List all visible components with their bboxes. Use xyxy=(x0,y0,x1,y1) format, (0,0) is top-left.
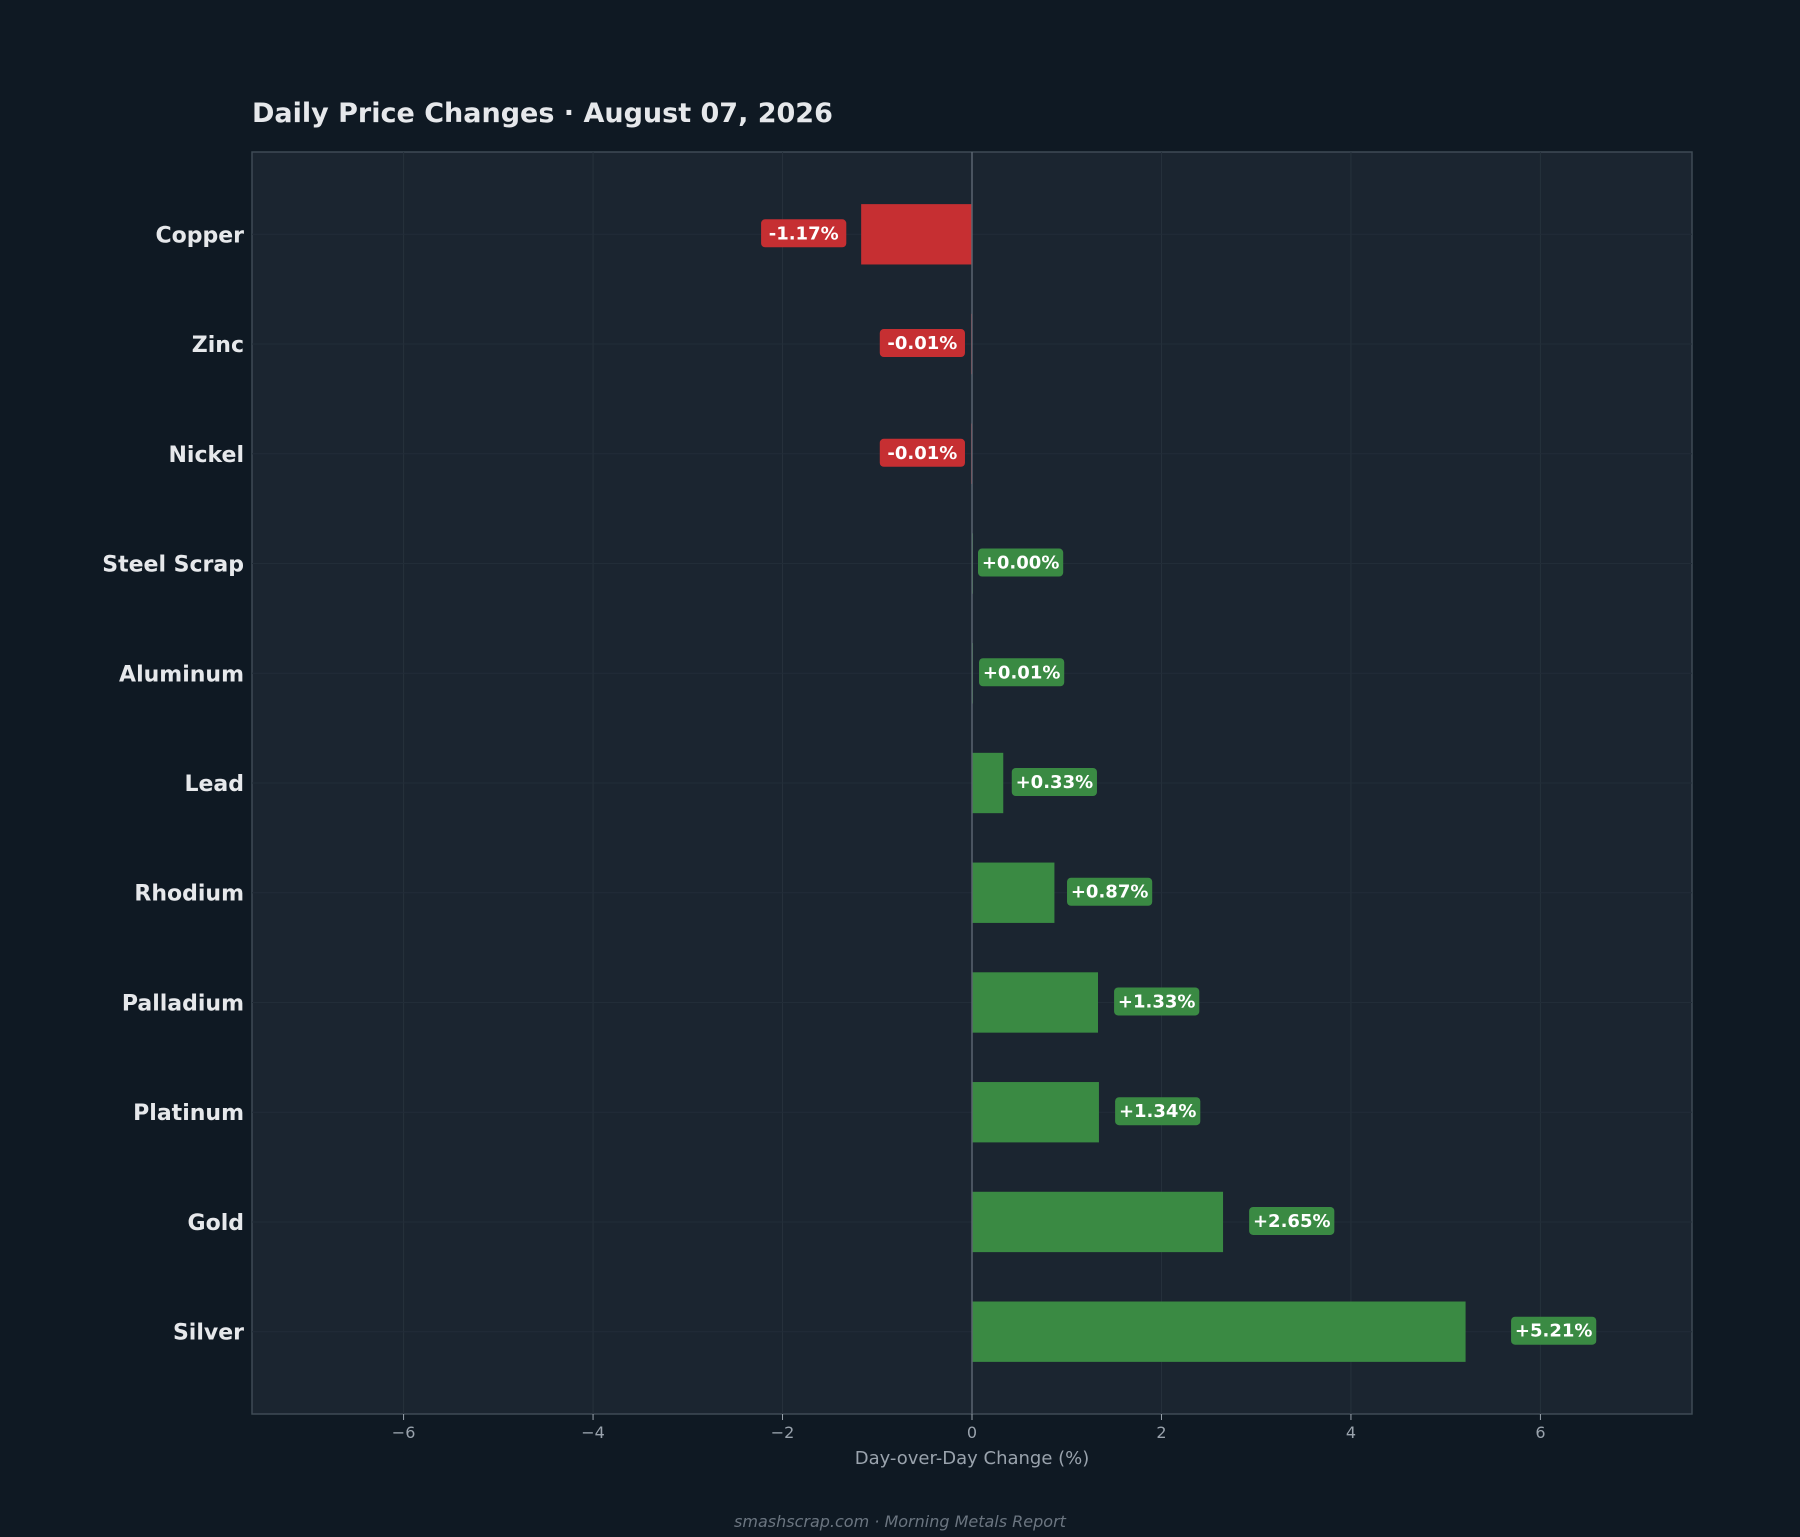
x-tick-label: 4 xyxy=(1346,1423,1356,1442)
value-label: +5.21% xyxy=(1511,1316,1597,1345)
x-tick-label: 0 xyxy=(967,1423,977,1442)
x-tick-label: 6 xyxy=(1535,1423,1545,1442)
value-label-badge xyxy=(1511,1316,1597,1345)
x-tick-label: −2 xyxy=(771,1423,795,1442)
category-label: Aluminum xyxy=(119,662,244,687)
bar-lead xyxy=(972,752,1004,814)
value-label-badge xyxy=(979,658,1065,687)
x-tick-label: −6 xyxy=(392,1423,416,1442)
category-label: Gold xyxy=(188,1211,244,1236)
category-label: Steel Scrap xyxy=(102,553,244,578)
bar-silver xyxy=(972,1301,1466,1362)
x-axis-label: Day-over-Day Change (%) xyxy=(855,1448,1090,1469)
bar-palladium xyxy=(972,972,1098,1033)
bar-platinum xyxy=(972,1082,1099,1143)
value-label: +1.34% xyxy=(1115,1097,1201,1126)
bar-copper xyxy=(861,204,972,265)
category-label: Lead xyxy=(184,772,244,797)
value-label-text: +0.01% xyxy=(983,662,1061,683)
value-label-badge xyxy=(1249,1206,1335,1235)
value-label-text: +5.21% xyxy=(1515,1321,1593,1342)
bar-gold xyxy=(972,1191,1224,1253)
value-label: +0.00% xyxy=(978,548,1064,577)
value-label: +0.01% xyxy=(979,658,1065,687)
category-label: Nickel xyxy=(169,443,245,468)
value-label-text: -1.17% xyxy=(769,223,839,244)
value-label: -0.01% xyxy=(879,438,965,467)
category-label: Palladium xyxy=(122,991,244,1016)
value-label-badge xyxy=(879,329,965,358)
x-tick-label: 2 xyxy=(1156,1423,1166,1442)
value-label: +0.33% xyxy=(1011,768,1097,796)
category-label: Rhodium xyxy=(134,882,244,907)
category-label: Zinc xyxy=(192,333,244,358)
x-tick-label: −4 xyxy=(581,1423,605,1442)
category-label: Platinum xyxy=(133,1101,244,1126)
value-label-badge xyxy=(1114,987,1200,1016)
category-label: Silver xyxy=(173,1321,244,1346)
value-label-badge xyxy=(879,438,965,467)
footer-credit: smashscrap.com · Morning Metals Report xyxy=(734,1512,1067,1531)
value-label-text: +2.65% xyxy=(1253,1211,1331,1232)
value-label-text: +1.34% xyxy=(1119,1101,1197,1122)
chart-title: Daily Price Changes · August 07, 2026 xyxy=(252,98,833,129)
value-label: -0.01% xyxy=(879,329,965,358)
value-label-badge xyxy=(1115,1097,1201,1126)
value-label-badge xyxy=(1067,877,1153,906)
x-axis-ticks: −6 −4 −2 0 2 4 6 xyxy=(392,1414,1546,1442)
value-label-text: +0.87% xyxy=(1071,882,1149,903)
value-label: +2.65% xyxy=(1249,1206,1335,1235)
value-label-badge xyxy=(761,219,847,248)
value-labels: -1.17% -0.01% -0.01% +0.00% +0.01% +0.33% +0.8… xyxy=(761,219,1597,1345)
bar-rhodium xyxy=(972,862,1055,923)
value-label-badge xyxy=(1011,768,1097,796)
bars xyxy=(861,204,1466,1362)
value-label-text: -0.01% xyxy=(887,333,957,354)
value-label-text: +0.33% xyxy=(1016,772,1094,793)
value-label: -1.17% xyxy=(761,219,847,248)
value-label-text: +1.33% xyxy=(1118,991,1196,1012)
category-label: Copper xyxy=(155,223,244,248)
value-label-badge xyxy=(978,548,1064,577)
category-labels: Copper Zinc Nickel Steel Scrap Aluminum Lead R… xyxy=(102,223,244,1345)
value-label-text: -0.01% xyxy=(887,443,957,464)
value-label: +0.87% xyxy=(1067,877,1153,906)
value-label-text: +0.00% xyxy=(982,553,1060,574)
value-label: +1.33% xyxy=(1114,987,1200,1016)
